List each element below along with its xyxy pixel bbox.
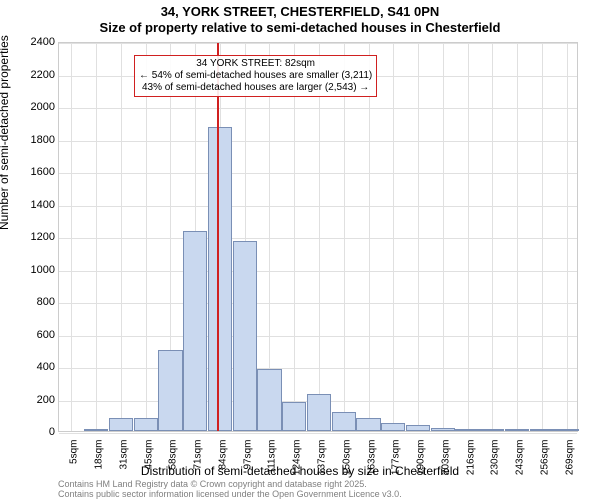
xtick-label: 97sqm <box>242 440 253 480</box>
xtick-label: 58sqm <box>168 440 179 480</box>
gridline-v <box>369 43 370 431</box>
footer-line2: Contains public sector information licen… <box>58 490 402 500</box>
ytick-label: 1600 <box>15 166 55 178</box>
histogram-bar <box>480 429 504 431</box>
histogram-bar <box>233 241 257 431</box>
plot-area: 34 YORK STREET: 82sqm ← 54% of semi-deta… <box>58 42 578 432</box>
ytick-label: 2400 <box>15 36 55 48</box>
xtick-label: 269sqm <box>564 440 575 480</box>
gridline-h <box>59 303 577 304</box>
gridline-h <box>59 141 577 142</box>
ytick-label: 2000 <box>15 101 55 113</box>
xtick-label: 256sqm <box>539 440 550 480</box>
gridline-v <box>542 43 543 431</box>
gridline-h <box>59 238 577 239</box>
xtick-label: 216sqm <box>465 440 476 480</box>
histogram-bar <box>109 418 133 431</box>
gridline-v <box>492 43 493 431</box>
ytick-label: 1400 <box>15 199 55 211</box>
xtick-label: 137sqm <box>317 440 328 480</box>
gridline-h <box>59 271 577 272</box>
y-axis-label-text: Number of semi-detached properties <box>0 35 11 230</box>
gridline-v <box>319 43 320 431</box>
ytick-label: 1000 <box>15 264 55 276</box>
histogram-bar <box>282 402 306 431</box>
xtick-label: 177sqm <box>391 440 402 480</box>
histogram-bar <box>505 429 529 431</box>
gridline-h <box>59 336 577 337</box>
histogram-bar <box>356 418 380 431</box>
ytick-label: 1200 <box>15 231 55 243</box>
xtick-label: 18sqm <box>94 440 105 480</box>
histogram-bar <box>455 429 479 431</box>
gridline-h <box>59 433 577 434</box>
xtick-label: 230sqm <box>490 440 501 480</box>
ytick-label: 600 <box>15 329 55 341</box>
histogram-bar <box>208 127 232 431</box>
annot-line1: 34 YORK STREET: 82sqm <box>139 58 372 70</box>
xtick-label: 31sqm <box>118 440 129 480</box>
ytick-label: 400 <box>15 361 55 373</box>
annot-line3: 43% of semi-detached houses are larger (… <box>139 82 372 94</box>
ytick-label: 200 <box>15 394 55 406</box>
xtick-label: 45sqm <box>143 440 154 480</box>
gridline-v <box>344 43 345 431</box>
gridline-h <box>59 206 577 207</box>
gridline-v <box>567 43 568 431</box>
gridline-h <box>59 173 577 174</box>
histogram-bar <box>257 369 281 431</box>
gridline-v <box>71 43 72 431</box>
gridline-v <box>517 43 518 431</box>
xtick-label: 203sqm <box>440 440 451 480</box>
ytick-label: 1800 <box>15 134 55 146</box>
xtick-label: 150sqm <box>341 440 352 480</box>
footer-attribution: Contains HM Land Registry data © Crown c… <box>58 480 402 500</box>
histogram-bar <box>530 429 554 431</box>
xtick-label: 124sqm <box>292 440 303 480</box>
reference-line <box>217 43 219 431</box>
gridline-v <box>468 43 469 431</box>
xtick-label: 5sqm <box>69 440 80 480</box>
gridline-v <box>121 43 122 431</box>
chart-title-line1: 34, YORK STREET, CHESTERFIELD, S41 0PN <box>0 4 600 19</box>
gridline-v <box>418 43 419 431</box>
ytick-label: 0 <box>15 426 55 438</box>
annot-line2: ← 54% of semi-detached houses are smalle… <box>139 70 372 82</box>
annotation-box: 34 YORK STREET: 82sqm ← 54% of semi-deta… <box>134 55 377 97</box>
y-axis-label: Number of semi-detached properties <box>0 35 11 230</box>
histogram-bar <box>307 394 331 431</box>
histogram-bar <box>554 429 578 431</box>
gridline-h <box>59 368 577 369</box>
chart-container: 34, YORK STREET, CHESTERFIELD, S41 0PN S… <box>0 0 600 500</box>
histogram-bar <box>431 428 455 431</box>
gridline-v <box>443 43 444 431</box>
gridline-v <box>393 43 394 431</box>
ytick-label: 2200 <box>15 69 55 81</box>
histogram-bar <box>406 425 430 432</box>
gridline-h <box>59 108 577 109</box>
histogram-bar <box>134 418 158 431</box>
histogram-bar <box>183 231 207 431</box>
xtick-label: 163sqm <box>366 440 377 480</box>
histogram-bar <box>332 412 356 432</box>
xtick-label: 190sqm <box>416 440 427 480</box>
chart-title-line2: Size of property relative to semi-detach… <box>0 20 600 35</box>
gridline-h <box>59 43 577 44</box>
histogram-bar <box>381 423 405 431</box>
xtick-label: 111sqm <box>267 440 278 480</box>
xtick-label: 71sqm <box>193 440 204 480</box>
ytick-label: 800 <box>15 296 55 308</box>
histogram-bar <box>84 429 108 431</box>
xtick-label: 84sqm <box>217 440 228 480</box>
gridline-v <box>146 43 147 431</box>
gridline-v <box>294 43 295 431</box>
xtick-label: 243sqm <box>515 440 526 480</box>
histogram-bar <box>158 350 182 431</box>
gridline-v <box>96 43 97 431</box>
